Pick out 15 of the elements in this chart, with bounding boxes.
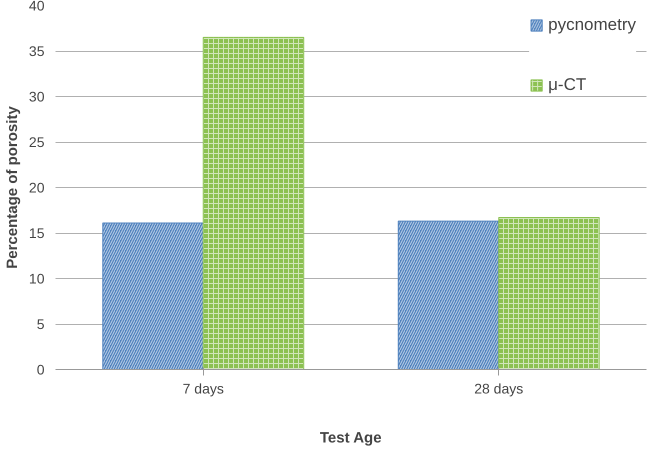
y-tick-label: 0 [36, 362, 45, 378]
y-tick-label: 35 [28, 43, 45, 59]
y-axis-title: Percentage of porosity [4, 106, 21, 269]
y-tick-label: 25 [28, 134, 45, 150]
y-tick-label: 15 [28, 225, 45, 241]
y-tick-label: 30 [28, 88, 45, 104]
legend-label: pycnometry [548, 15, 636, 35]
y-tick-label: 5 [36, 316, 45, 332]
y-tick-label: 40 [28, 0, 45, 14]
x-axis-title: Test Age [320, 430, 382, 446]
x-tick-label: 28 days [474, 380, 524, 396]
x-tick-label: 7 days [182, 380, 224, 396]
y-tick-label: 20 [28, 180, 45, 196]
y-tick-label: 10 [28, 270, 45, 286]
legend-label: μ-CT [548, 75, 586, 95]
